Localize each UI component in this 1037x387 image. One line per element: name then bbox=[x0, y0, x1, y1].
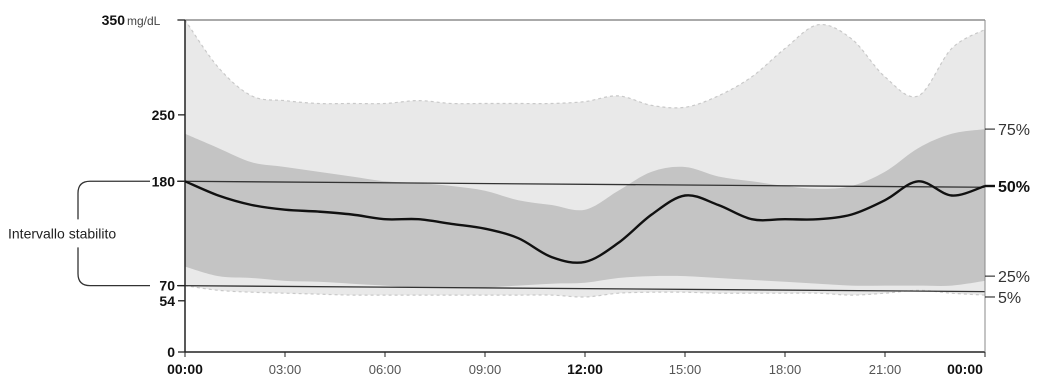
line-5 bbox=[184, 285, 986, 298]
y-unit-label: mg/dL bbox=[127, 14, 161, 28]
y-tick-label: 54 bbox=[159, 293, 175, 309]
x-tick-label: 09:00 bbox=[469, 362, 502, 377]
x-tick-label: 00:00 bbox=[947, 361, 983, 377]
y-tick-label: 180 bbox=[152, 173, 176, 189]
y-tick-label: 350 bbox=[102, 12, 126, 28]
percentile-labels: 75% 50% 25% 5% bbox=[985, 122, 1030, 307]
target-range-label: Intervallo stabilito bbox=[8, 225, 116, 241]
band-25-75 bbox=[185, 129, 985, 288]
y-tick-label: 0 bbox=[167, 344, 175, 360]
median-layer bbox=[184, 180, 986, 264]
bracket-top bbox=[77, 180, 150, 220]
percentile-label: 25% bbox=[998, 269, 1030, 286]
target-high-line bbox=[176, 180, 986, 188]
percentile-label: 50% bbox=[998, 179, 1030, 196]
target-range-bracket: Intervallo stabilito bbox=[8, 180, 150, 287]
median-line bbox=[184, 180, 986, 264]
x-tick-label: 21:00 bbox=[869, 362, 902, 377]
x-tick-labels: 00:00 03:00 06:00 09:00 12:00 15:00 18:00 21:00… bbox=[167, 352, 986, 377]
x-tick-label: 03:00 bbox=[269, 362, 302, 377]
x-tick-label: 15:00 bbox=[669, 362, 702, 377]
percentile-bands bbox=[184, 19, 986, 298]
percentile-label: 75% bbox=[998, 122, 1030, 139]
percentile-label: 5% bbox=[998, 290, 1021, 307]
reference-lines bbox=[176, 19, 986, 293]
y-tick-label: 70 bbox=[159, 278, 175, 294]
x-tick-label: 00:00 bbox=[167, 361, 203, 377]
y-tick-label: 250 bbox=[152, 107, 176, 123]
line-95 bbox=[184, 19, 986, 109]
x-tick-label: 06:00 bbox=[369, 362, 402, 377]
target-low-line bbox=[176, 284, 986, 293]
x-tick-label: 12:00 bbox=[567, 361, 603, 377]
bracket-bottom bbox=[77, 247, 150, 287]
x-tick-label: 18:00 bbox=[769, 362, 802, 377]
